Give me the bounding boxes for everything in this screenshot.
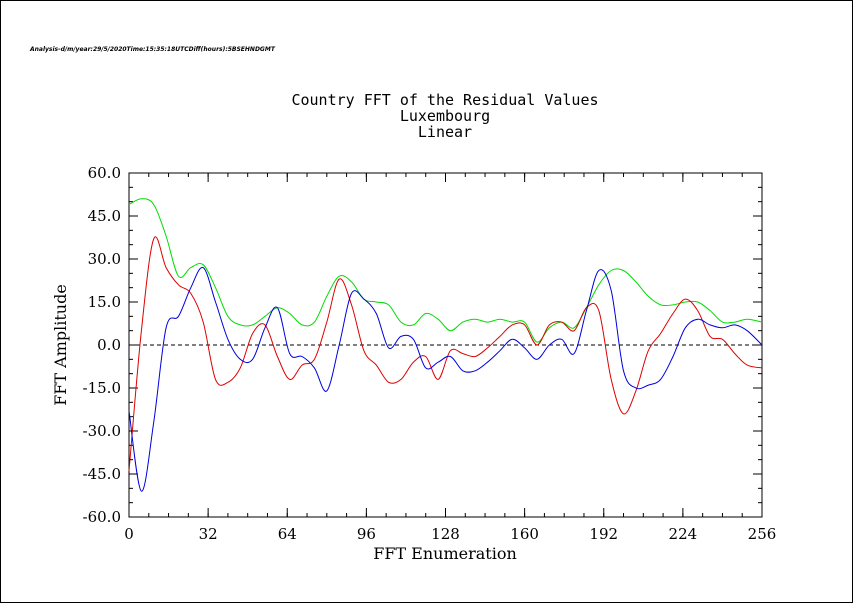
blue-series-line (128, 266, 763, 492)
x-tick-label: 64 (278, 525, 297, 543)
chart-title-line-2: Luxembourg (400, 107, 490, 125)
y-tick-label: 60.0 (88, 164, 121, 182)
series-layer (128, 198, 763, 492)
x-tick-label: 224 (669, 525, 698, 543)
chart-title-line-3: Linear (418, 123, 472, 141)
y-tick-label: 30.0 (88, 250, 121, 268)
y-tick-label: 0.0 (97, 336, 121, 354)
x-tick-label: 128 (431, 525, 460, 543)
x-tick-label: 32 (199, 525, 218, 543)
x-tick-label: 160 (510, 525, 539, 543)
y-axis-label: FFT Amplitude (51, 284, 70, 406)
x-axis-label: FFT Enumeration (373, 544, 517, 563)
x-tick-label: 0 (124, 525, 134, 543)
analysis-timestamp: Analysis-d/m/year:29/5/2020Time:15:35:18… (30, 46, 275, 53)
y-tick-label: 45.0 (88, 207, 121, 225)
x-tick-label: 256 (748, 525, 777, 543)
y-tick-label: 15.0 (88, 293, 121, 311)
y-tick-label: -45.0 (83, 465, 121, 483)
green-series-line (128, 198, 763, 343)
x-tick-label: 192 (589, 525, 618, 543)
chart-title-line-1: Country FFT of the Residual Values (291, 91, 598, 109)
y-tick-label: -60.0 (83, 508, 121, 526)
axes-layer: 0 32 64 96 128 160 192 224 256 60.0 45.0 30.0 15.0 0.… (83, 164, 777, 543)
y-tick-label: -30.0 (83, 422, 121, 440)
x-tick-label: 96 (357, 525, 376, 543)
red-series-line (128, 236, 763, 472)
y-tick-label: -15.0 (83, 379, 121, 397)
